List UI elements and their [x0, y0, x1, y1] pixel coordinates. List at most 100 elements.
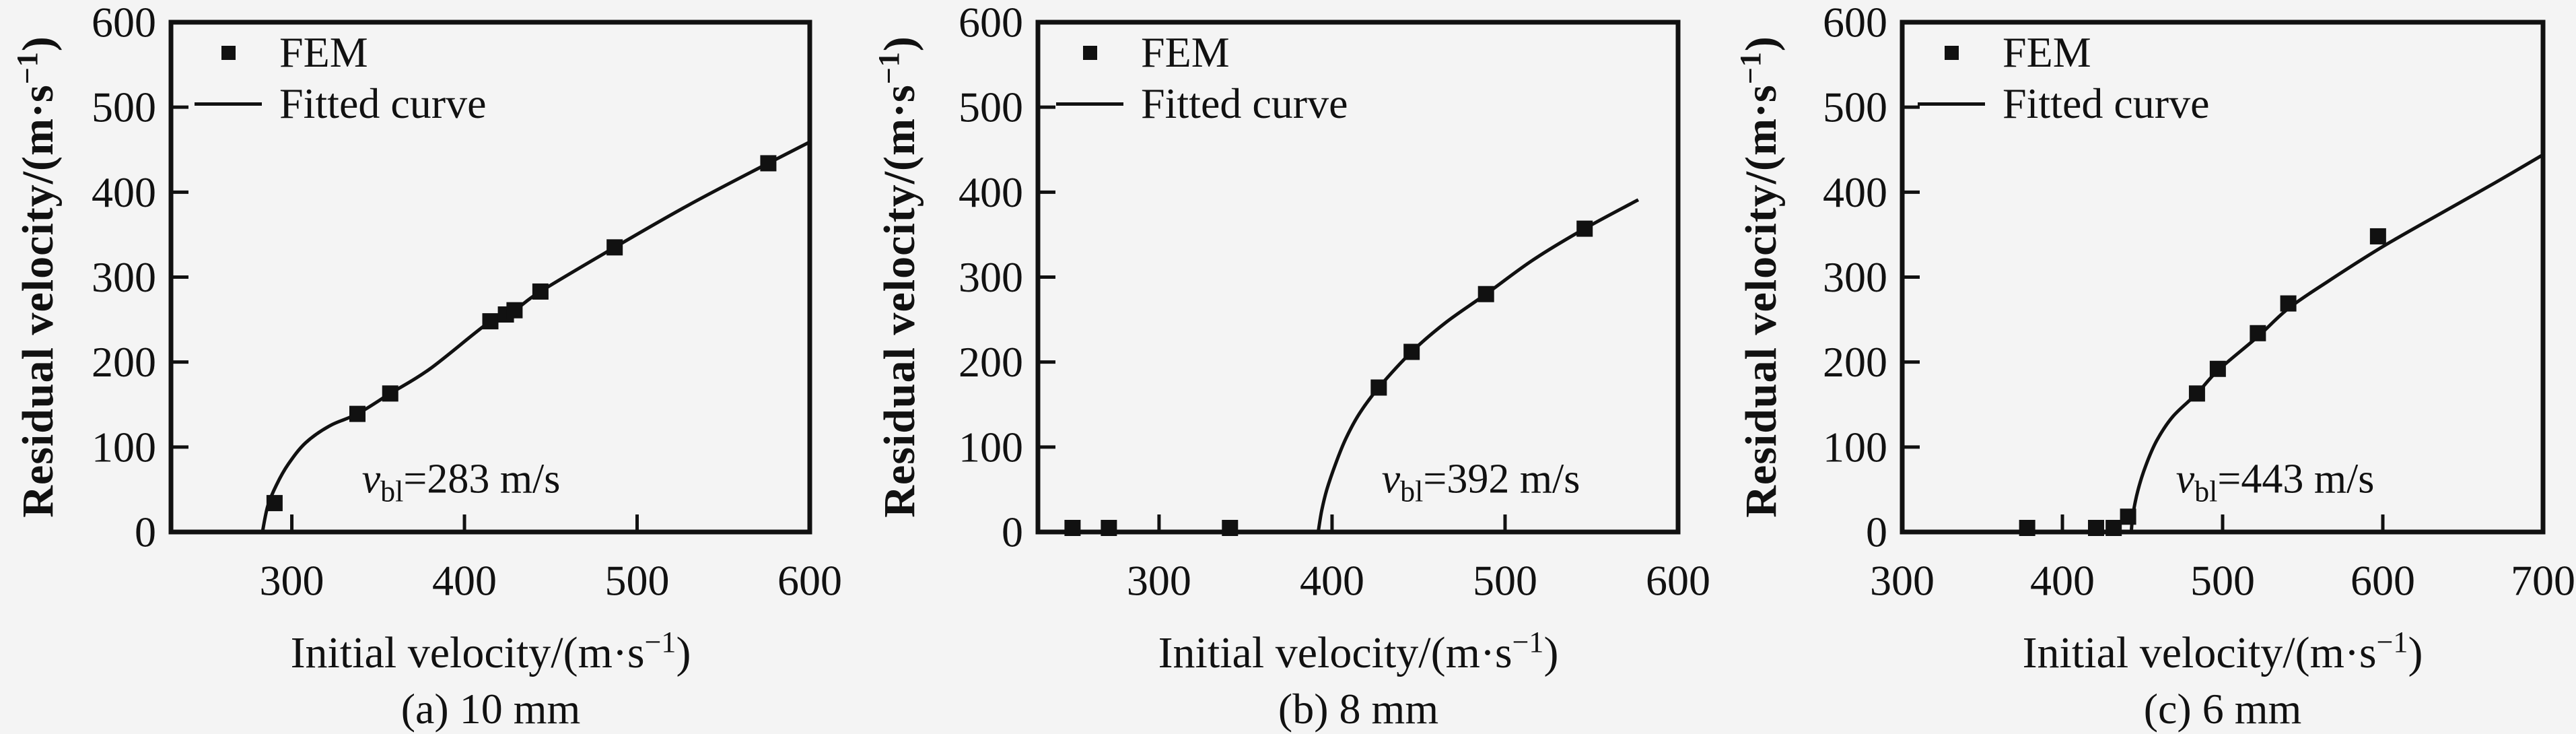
- fem-point: [1101, 520, 1117, 536]
- fem-point: [1576, 220, 1593, 237]
- fem-point: [606, 239, 623, 256]
- y-tick-label: 300: [959, 253, 1023, 301]
- fitted-curve: [260, 140, 811, 533]
- y-tick-label: 600: [92, 0, 156, 46]
- subplot-caption: (a) 10 mm: [401, 685, 581, 733]
- annotation-value: =392 m/s: [1423, 456, 1580, 502]
- annotation-sub: bl: [1400, 475, 1424, 508]
- annotation-sub: bl: [380, 475, 404, 508]
- fem-point: [382, 385, 398, 402]
- x-tick-label: 500: [1473, 557, 1537, 605]
- x-tick-label: 500: [605, 557, 670, 605]
- annotation-value: =283 m/s: [403, 456, 561, 502]
- x-tick-label: 400: [2030, 557, 2095, 605]
- x-tick-label: 400: [432, 557, 497, 605]
- fem-point: [1403, 343, 1420, 360]
- y-axis-title: Residual velocity/(m·s−1): [1734, 36, 1786, 518]
- legend: FEM Fitted curve: [1908, 27, 2209, 129]
- subplot-caption: (b) 8 mm: [1278, 685, 1439, 733]
- legend-fem-row: FEM: [185, 27, 486, 78]
- fem-point: [266, 495, 283, 512]
- fitted-line-icon: [1047, 102, 1133, 106]
- fitted-curve: [1316, 198, 1640, 533]
- fem-point: [1477, 286, 1494, 302]
- legend-fitted-label: Fitted curve: [279, 79, 487, 127]
- superscript-minus-one: −1: [2376, 626, 2408, 659]
- y-tick-label: 100: [1823, 423, 1887, 471]
- legend-fitted-label: Fitted curve: [1141, 79, 1348, 127]
- superscript-minus-one: −1: [1512, 626, 1544, 659]
- fitted-line-icon: [1908, 102, 1994, 106]
- y-tick-label: 400: [92, 168, 156, 216]
- y-tick-label: 400: [1823, 168, 1887, 216]
- subplot-c-6mm: 300 400 500 600 700 0 100 200 300 400 500 600 Resid…: [1723, 0, 2576, 733]
- x-tick-label: 300: [260, 557, 324, 605]
- fem-point: [2280, 295, 2297, 312]
- fem-point: [482, 313, 499, 330]
- fem-point: [760, 155, 777, 172]
- y-tick-label: 300: [92, 253, 156, 301]
- fem-point: [2209, 360, 2226, 377]
- fem-point: [2019, 520, 2035, 536]
- x-tick-label: 600: [1646, 557, 1710, 605]
- x-tick-label: 600: [2351, 557, 2415, 605]
- superscript-minus-one: −1: [872, 51, 905, 85]
- x-tick-label: 500: [2190, 557, 2255, 605]
- y-tick-label: 600: [959, 0, 1023, 46]
- plot-area-c: 300 400 500 600 700 0 100 200 300 400 500 600: [1823, 0, 2575, 605]
- fem-marker-icon: [1047, 45, 1133, 60]
- fem-point: [2087, 520, 2104, 536]
- fem-point: [506, 302, 523, 319]
- plot-area-a: 300 400 500 600 0 100 200 300 400 500 600: [92, 0, 842, 605]
- y-tick-label: 500: [1823, 84, 1887, 131]
- ballistic-limit-annotation: vbl=283 m/s: [362, 455, 561, 508]
- annotation-var: v: [2175, 456, 2195, 502]
- annotation-sub: bl: [2194, 475, 2218, 508]
- fem-point: [2188, 385, 2205, 402]
- y-tick-label: 300: [1823, 253, 1887, 301]
- annotation-var: v: [1381, 456, 1401, 502]
- y-tick-label: 0: [1002, 508, 1023, 556]
- legend-fitted-row: Fitted curve: [1908, 78, 2209, 129]
- legend: FEM Fitted curve: [185, 27, 486, 129]
- fem-point: [532, 283, 549, 300]
- fem-marker-icon: [185, 45, 271, 60]
- fem-point: [2120, 508, 2136, 525]
- fem-point: [1370, 379, 1387, 396]
- x-axis-title: Initial velocity/(m·s−1): [290, 626, 691, 677]
- legend-fem-row: FEM: [1047, 27, 1348, 78]
- ballistic-limit-annotation: vbl=443 m/s: [2176, 455, 2375, 508]
- fem-point: [1222, 520, 1239, 536]
- x-tick-label: 300: [1870, 557, 1935, 605]
- y-axis-title: Residual velocity/(m·s−1): [872, 36, 924, 518]
- annotation-value: =443 m/s: [2217, 456, 2375, 502]
- x-tick-label: 300: [1127, 557, 1191, 605]
- legend-fem-label: FEM: [2003, 28, 2091, 76]
- y-tick-label: 600: [1823, 0, 1887, 46]
- y-tick-label: 0: [1866, 508, 1887, 556]
- superscript-minus-one: −1: [1734, 51, 1767, 85]
- y-tick-label: 500: [92, 84, 156, 131]
- y-tick-label: 200: [959, 338, 1023, 386]
- y-tick-label: 500: [959, 84, 1023, 131]
- x-tick-label: 400: [1300, 557, 1364, 605]
- fem-point: [349, 405, 366, 422]
- legend-fitted-row: Fitted curve: [185, 78, 486, 129]
- legend: FEM Fitted curve: [1047, 27, 1348, 129]
- x-axis-title: Initial velocity/(m·s−1): [1158, 626, 1559, 677]
- fem-point: [2105, 520, 2122, 536]
- y-tick-label: 400: [959, 168, 1023, 216]
- fitted-line-icon: [185, 102, 271, 106]
- fem-point: [1064, 520, 1081, 536]
- y-tick-label: 0: [135, 508, 156, 556]
- legend-fitted-label: Fitted curve: [2003, 79, 2210, 127]
- subplot-b-8mm: 300 400 500 600 0 100 200 300 400 500 600 Residual…: [862, 0, 1723, 733]
- subplot-a-10mm: 300 400 500 600 0 100 200 300 400 500 600 Residual…: [0, 0, 862, 733]
- fem-point: [2250, 325, 2266, 341]
- y-tick-label: 100: [92, 423, 156, 471]
- fem-marker-icon: [1908, 45, 1994, 60]
- ballistic-limit-annotation: vbl=392 m/s: [1382, 455, 1580, 508]
- annotation-var: v: [361, 456, 381, 502]
- x-tick-label: 600: [777, 557, 842, 605]
